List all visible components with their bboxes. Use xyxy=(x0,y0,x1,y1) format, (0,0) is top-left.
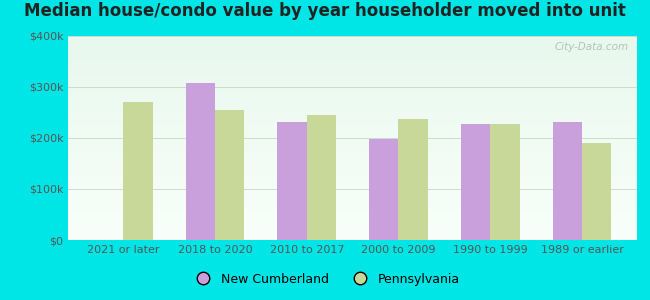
Legend: New Cumberland, Pennsylvania: New Cumberland, Pennsylvania xyxy=(185,268,465,291)
Text: Median house/condo value by year householder moved into unit: Median house/condo value by year househo… xyxy=(24,2,626,20)
Bar xyxy=(582,142,611,240)
Bar xyxy=(278,122,307,240)
Bar xyxy=(215,110,244,240)
Bar xyxy=(490,124,519,240)
Bar xyxy=(552,122,582,240)
Text: City-Data.com: City-Data.com xyxy=(554,42,629,52)
Bar xyxy=(186,83,215,240)
Bar xyxy=(307,115,336,240)
Bar xyxy=(398,118,428,240)
Bar xyxy=(124,102,153,240)
Bar xyxy=(461,124,490,240)
Bar xyxy=(369,139,398,240)
